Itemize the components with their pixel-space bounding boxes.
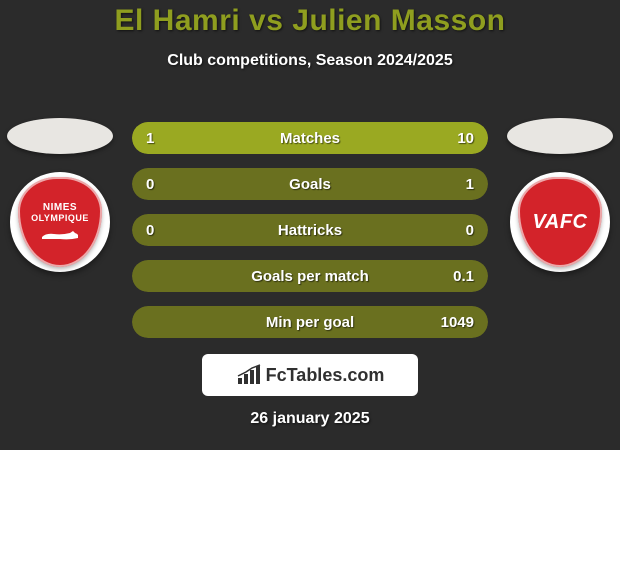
right-player-column: VAFC xyxy=(500,118,620,272)
crocodile-icon xyxy=(40,227,80,243)
stats-list: 1Matches100Goals10Hattricks0Goals per ma… xyxy=(132,122,488,338)
page-title: El Hamri vs Julien Masson xyxy=(0,0,620,38)
right-club-badge-container: VAFC xyxy=(510,172,610,272)
stat-label: Min per goal xyxy=(266,314,354,331)
stat-value-right: 0 xyxy=(466,222,474,239)
stat-value-right: 1049 xyxy=(441,314,474,331)
stat-label: Goals xyxy=(289,176,331,193)
stat-label: Hattricks xyxy=(278,222,342,239)
stat-row: Min per goal 1049 xyxy=(132,306,488,338)
stat-value-right: 10 xyxy=(457,130,474,147)
comparison-card: El Hamri vs Julien Masson Club competiti… xyxy=(0,0,620,450)
right-club-badge: VAFC xyxy=(518,177,602,267)
bar-chart-icon xyxy=(236,364,262,386)
stat-row: 0 Goals 1 xyxy=(132,168,488,200)
brand-box: FcTables.com xyxy=(202,354,418,396)
stat-row: Goals per match 0.1 xyxy=(132,260,488,292)
stat-value-left: 0 xyxy=(146,176,154,193)
stat-value-right: 0.1 xyxy=(453,268,474,285)
right-club-badge-line1: VAFC xyxy=(533,211,588,234)
stat-label: Matches xyxy=(280,130,340,147)
left-club-badge: NIMES OLYMPIQUE xyxy=(18,177,102,267)
left-club-badge-line1: NIMES xyxy=(43,202,77,213)
stat-value-left: 1 xyxy=(146,130,154,147)
right-country-flag xyxy=(507,118,613,154)
subtitle: Club competitions, Season 2024/2025 xyxy=(0,52,620,70)
left-country-flag xyxy=(7,118,113,154)
date-label: 26 january 2025 xyxy=(0,410,620,428)
left-club-badge-container: NIMES OLYMPIQUE xyxy=(10,172,110,272)
stat-row: 0 Hattricks 0 xyxy=(132,214,488,246)
stat-value-right: 1 xyxy=(466,176,474,193)
stat-value-left: 0 xyxy=(146,222,154,239)
left-player-column: NIMES OLYMPIQUE xyxy=(0,118,120,272)
stat-row: 1 Matches 10 xyxy=(132,122,488,154)
brand-text: FcTables.com xyxy=(266,365,385,386)
stat-label: Goals per match xyxy=(251,268,369,285)
left-club-badge-line2: OLYMPIQUE xyxy=(31,213,89,223)
